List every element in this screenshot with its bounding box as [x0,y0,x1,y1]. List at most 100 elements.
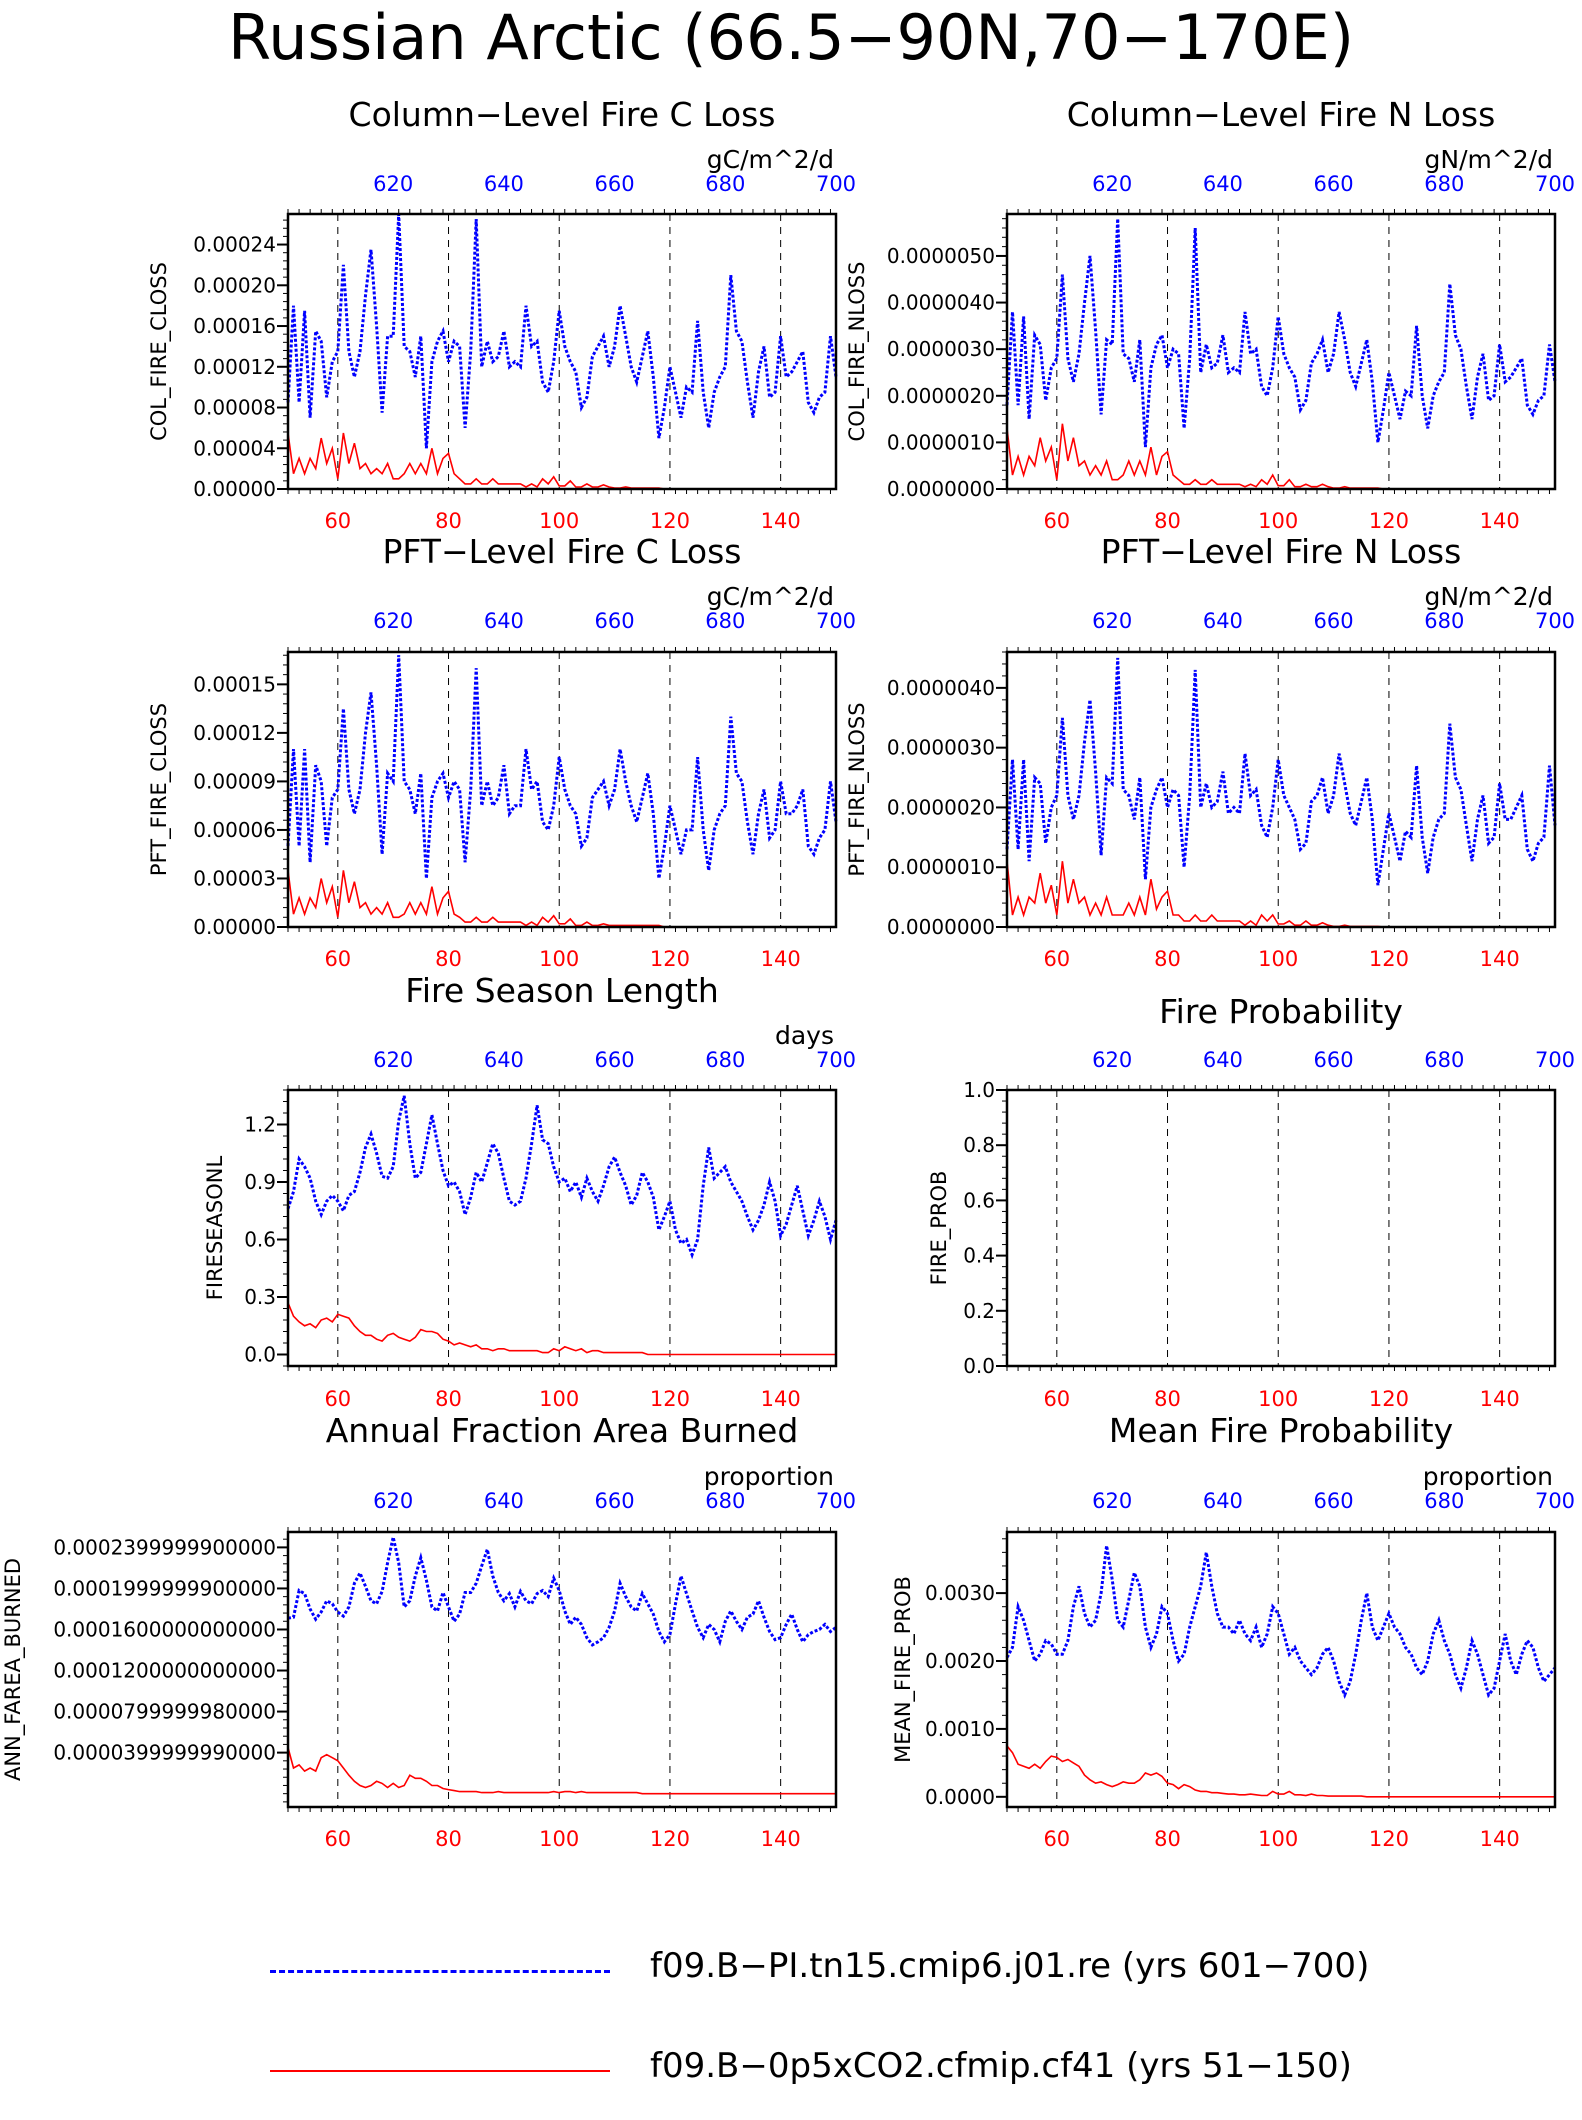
plot-frame [1005,212,1557,491]
plot-frame [1005,650,1557,929]
panel-title: Mean Fire Probability [1109,1411,1453,1450]
x-tick-label-top: 700 [1535,1489,1575,1513]
x-tick-label-bottom: 140 [761,947,801,971]
x-tick-label-bottom: 60 [1043,509,1070,533]
series-case2-line [287,432,836,490]
x-tick-label-bottom: 80 [1154,1827,1181,1851]
y-tick-label: 0.0000799999980000 [53,1700,276,1724]
series-case1-line [1005,218,1557,448]
y-tick-label: 0.00012 [193,721,276,745]
plot-frame [1005,1088,1557,1368]
x-tick-label-bottom: 60 [1043,1387,1070,1411]
y-tick-label: 0.6 [963,1188,995,1212]
x-tick-label-top: 680 [705,172,745,196]
x-tick-label-bottom: 140 [761,509,801,533]
units-label: proportion [704,1462,834,1491]
units-label: proportion [1423,1462,1553,1491]
x-tick-label-top: 640 [484,1048,524,1072]
x-tick-label-bottom: 140 [1480,1827,1520,1851]
units-label: gC/m^2/d [707,582,834,611]
y-tick-label: 0.0000010 [887,430,995,454]
plot-frame [1005,1530,1557,1809]
x-tick-label-bottom: 140 [761,1827,801,1851]
x-tick-label-bottom: 120 [650,509,690,533]
legend-label-case1: f09.B−PI.tn15.cmip6.j01.re (yrs 601−700) [650,1946,1370,1986]
y-tick-label: 0.8 [963,1133,995,1157]
y-tick-label: 0.0000399999990000 [53,1741,276,1765]
x-tick-label-top: 700 [1535,1048,1575,1072]
x-tick-label-bottom: 60 [1043,947,1070,971]
y-tick-label: 0.3 [244,1285,276,1309]
x-tick-label-top: 620 [1092,1489,1132,1513]
y-tick-label: 0.0000040 [887,676,995,700]
panel-title: Annual Fraction Area Burned [326,1411,799,1450]
chart-panel-4: PFT−Level Fire N Loss gN/m^2/d PFT_FIRE_NL… [845,532,1575,971]
y-tick-label: 0.4 [963,1244,995,1268]
y-tick-label: 0.0000030 [887,337,995,361]
panel-title: Column−Level Fire N Loss [1067,95,1496,134]
panel-title: Column−Level Fire C Loss [349,95,776,134]
y-tick-label: 0.0001600000000000 [53,1617,276,1641]
series-case1-line [1005,657,1557,886]
series-case2-line [1006,861,1555,928]
x-tick-label-bottom: 100 [539,509,579,533]
x-tick-label-top: 660 [595,172,635,196]
y-tick-label: 0.0002399999900000 [53,1535,276,1559]
x-tick-label-top: 680 [1424,609,1464,633]
x-tick-label-bottom: 120 [1369,1387,1409,1411]
x-tick-label-top: 680 [705,1048,745,1072]
legend-item-case1: f09.B−PI.tn15.cmip6.j01.re (yrs 601−700) [0,1940,1582,2000]
chart-panel-6: Fire Probability FIRE_PROB 60 80 100 120 140 62… [927,992,1575,1411]
chart-panel-8: Mean Fire Probability proportion MEAN_FIRE… [891,1411,1575,1851]
x-tick-label-bottom: 100 [539,1387,579,1411]
y-tick-label: 0.0000000 [887,477,995,501]
series-case1-line [287,1536,837,1647]
x-tick-label-top: 620 [1092,609,1132,633]
x-tick-label-top: 620 [373,172,413,196]
legend: f09.B−PI.tn15.cmip6.j01.re (yrs 601−700)… [0,1900,1582,2100]
x-tick-label-bottom: 60 [324,1827,351,1851]
x-tick-label-top: 640 [484,609,524,633]
x-tick-label-bottom: 120 [1369,1827,1409,1851]
y-axis-label: COL_FIRE_CLOSS [147,262,172,441]
x-tick-label-bottom: 120 [650,1387,690,1411]
x-tick-label-top: 680 [1424,1048,1464,1072]
y-tick-label: 1.0 [963,1078,995,1102]
legend-item-case2: f09.B−0p5xCO2.cfmip.cf41 (yrs 51−150) [0,2040,1582,2100]
units-label: gC/m^2/d [707,145,834,174]
y-tick-label: 0.0000050 [887,244,995,268]
y-axis-label: ANN_FAREA_BURNED [1,1558,26,1781]
y-tick-label: 0.0 [963,1354,995,1378]
y-axis-label: FIRESEASONL [203,1156,227,1301]
y-tick-label: 0.00000 [193,477,276,501]
x-tick-label-bottom: 120 [1369,509,1409,533]
x-tick-label-bottom: 60 [324,1387,351,1411]
y-tick-label: 0.0030 [925,1581,995,1605]
units-label: gN/m^2/d [1425,582,1554,611]
x-tick-label-bottom: 100 [1258,509,1298,533]
y-tick-label: 0.00009 [193,769,276,793]
y-tick-label: 0.00008 [193,396,276,420]
x-tick-label-top: 640 [484,1489,524,1513]
x-tick-label-top: 700 [1535,609,1575,633]
series-case1-line [286,1095,838,1260]
y-tick-label: 0.0001999999900000 [53,1576,276,1600]
legend-swatch-solid-red [270,2070,610,2072]
y-tick-label: 0.00000 [193,915,276,939]
x-tick-label-top: 620 [1092,1048,1132,1072]
x-tick-label-top: 640 [484,172,524,196]
x-tick-label-top: 700 [816,1489,856,1513]
chart-panel-1: Column−Level Fire C Loss gC/m^2/d COL_FIRE… [147,95,856,533]
y-tick-label: 0.0020 [925,1649,995,1673]
panel-title: Fire Probability [1159,992,1403,1031]
x-tick-label-bottom: 60 [324,947,351,971]
chart-panel-3: PFT−Level Fire C Loss gC/m^2/d PFT_FIRE_CL… [147,532,856,971]
x-tick-label-top: 680 [705,609,745,633]
y-tick-label: 0.0000 [925,1785,995,1809]
x-tick-label-top: 700 [816,1048,856,1072]
x-tick-label-bottom: 100 [539,1827,579,1851]
series-case2-line [287,1302,836,1356]
y-tick-label: 0.0000020 [887,384,995,408]
y-tick-label: 0.0000010 [887,855,995,879]
x-tick-label-top: 620 [373,1048,413,1072]
